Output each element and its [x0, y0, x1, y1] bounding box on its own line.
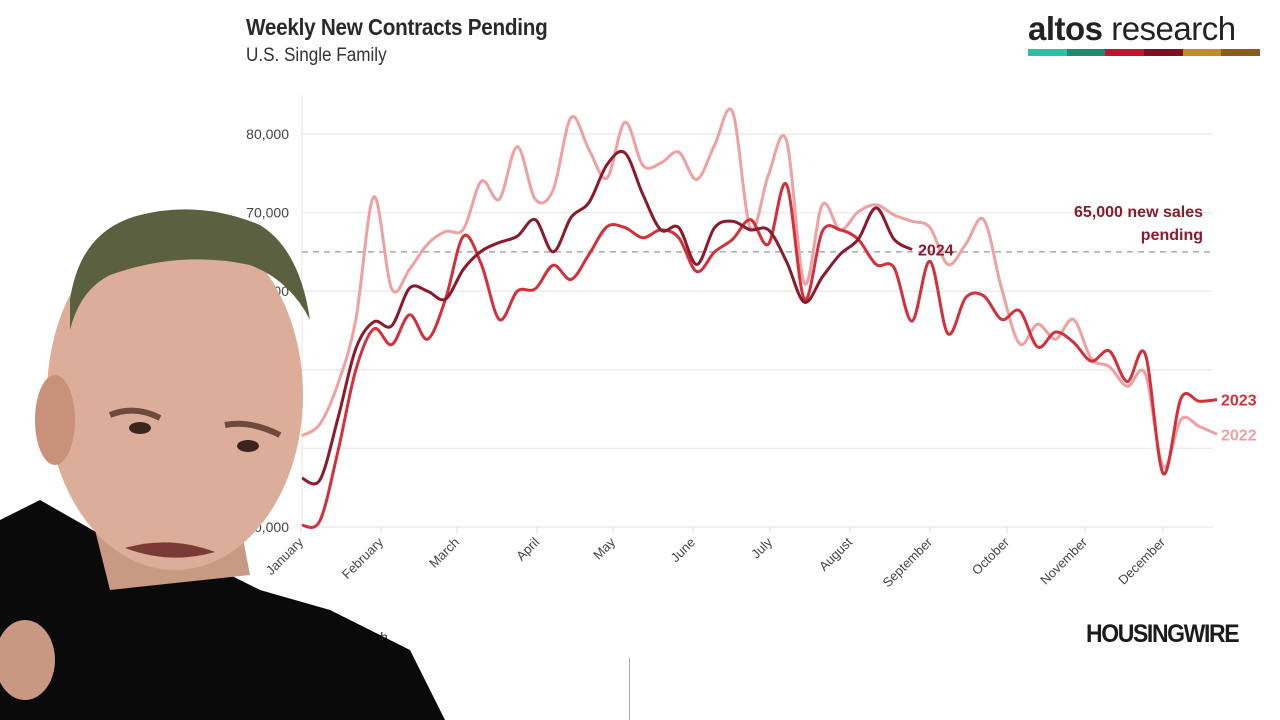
y-tick-label: 30,000 — [246, 519, 289, 535]
logo-bar-segment — [1028, 49, 1067, 56]
logo-bar-segment — [1105, 49, 1145, 56]
y-tick-label: 40,000 — [246, 440, 289, 456]
reference-label: 65,000 new sales — [1074, 204, 1203, 221]
x-tick-label: July — [748, 534, 775, 561]
x-tick-label: June — [668, 535, 699, 566]
logo-light-text: research — [1111, 10, 1236, 47]
y-tick-label: 70,000 — [246, 205, 289, 221]
x-tick-label: August — [816, 534, 855, 573]
series-label-2022: 2022 — [1221, 427, 1257, 444]
chart-subtitle: U.S. Single Family — [246, 45, 387, 66]
x-tick-label: January — [263, 534, 307, 578]
y-tick-label: 50,000 — [246, 362, 289, 378]
x-tick-label: September — [880, 534, 936, 590]
x-tick-label: May — [590, 534, 618, 562]
logo-bar-segment — [1066, 49, 1106, 56]
x-tick-label: April — [513, 534, 542, 563]
logo-bar-segment — [1144, 49, 1183, 56]
logo-bold-text: altos — [1028, 10, 1103, 47]
logo-bar-segment — [1182, 49, 1222, 56]
x-tick-label: December — [1115, 534, 1168, 587]
y-tick-label: 80,000 — [246, 126, 289, 142]
series-line-2024 — [301, 149, 913, 486]
series-line-2022 — [301, 107, 1218, 469]
x-tick-label: March — [426, 535, 462, 571]
housingwire-logo: HOUSINGWIRE — [1086, 620, 1240, 648]
y-tick-label: 60,000 — [246, 283, 289, 299]
x-tick-label: November — [1037, 534, 1090, 587]
chart-title: Weekly New Contracts Pending — [246, 14, 548, 40]
source-credit: altos research — [300, 629, 388, 645]
logo-color-bar — [1028, 49, 1261, 56]
altos-research-logo: altos research — [1028, 10, 1261, 56]
reference-label: pending — [1141, 227, 1203, 244]
series-label-2023: 2023 — [1221, 393, 1257, 410]
series-label-2024: 2024 — [918, 243, 954, 260]
x-tick-label: February — [339, 534, 387, 582]
divider — [629, 658, 630, 720]
logo-bar-segment — [1221, 49, 1261, 56]
series-line-2023 — [301, 182, 1218, 529]
x-tick-label: October — [969, 534, 1013, 578]
